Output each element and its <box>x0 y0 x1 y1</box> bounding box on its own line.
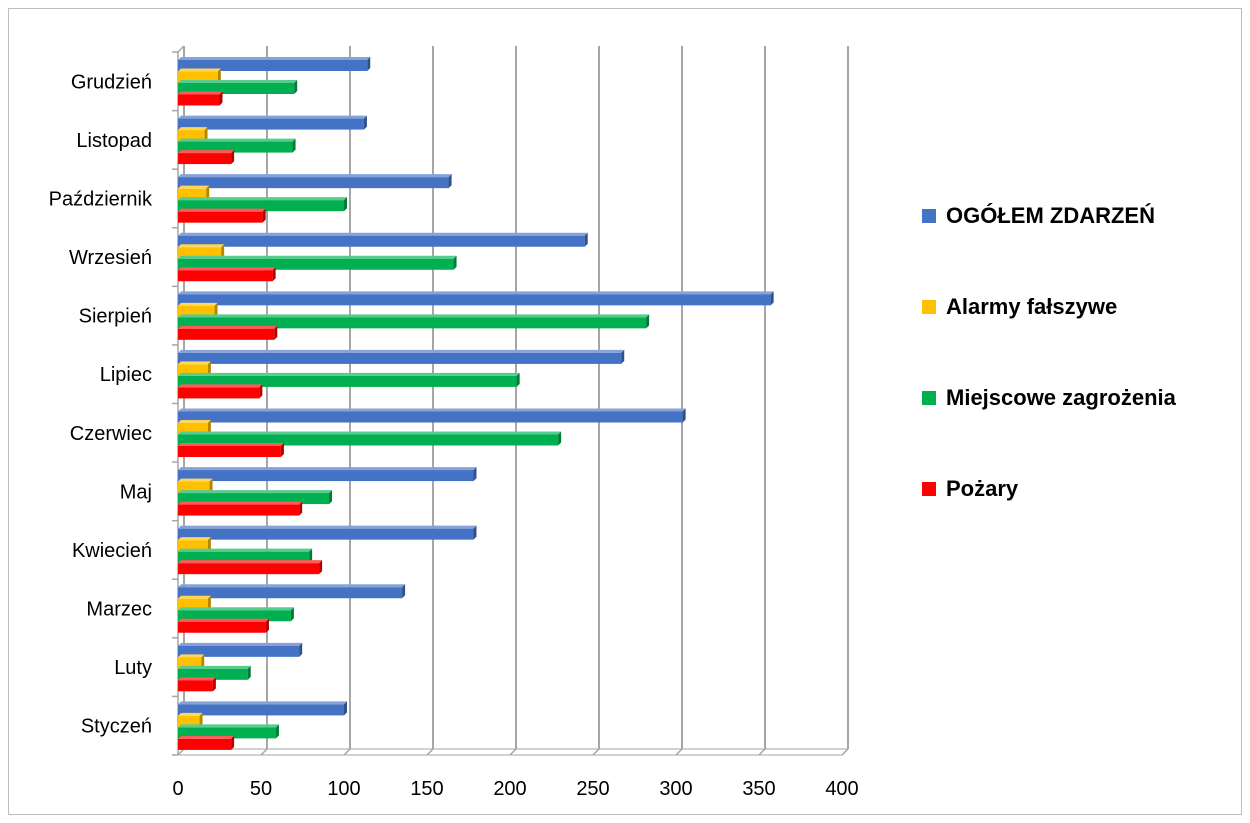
gridline-base <box>261 749 267 755</box>
category-label: Październik <box>49 188 153 210</box>
category-label: Styczeń <box>81 716 152 738</box>
bar <box>178 409 686 423</box>
legend-label: OGÓŁEM ZDARZEŃ <box>946 203 1155 229</box>
category-label: Sierpień <box>79 306 152 328</box>
legend: OGÓŁEM ZDARZEŃ Alarmy fałszywe Miejscowe… <box>922 200 1242 564</box>
category-label: Listopad <box>76 130 152 152</box>
bar <box>178 267 276 281</box>
bar <box>178 350 624 364</box>
bar <box>178 92 223 106</box>
gridline-base <box>676 749 682 755</box>
legend-item: Pożary <box>922 473 1242 505</box>
x-tick-label: 350 <box>742 778 775 800</box>
legend-item: Alarmy fałszywe <box>922 291 1242 323</box>
category-label: Marzec <box>86 599 152 621</box>
bar <box>178 209 266 223</box>
x-tick-label: 200 <box>493 778 526 800</box>
bar <box>178 619 269 633</box>
gridline-base <box>842 749 848 755</box>
legend-swatch <box>922 482 936 496</box>
legend-swatch <box>922 300 936 314</box>
legend-swatch <box>922 391 936 405</box>
category-label: Maj <box>120 481 152 503</box>
bar <box>178 467 476 481</box>
bar <box>178 502 302 516</box>
category-label: Luty <box>114 657 152 679</box>
legend-item: OGÓŁEM ZDARZEŃ <box>922 200 1242 232</box>
gridline-base <box>593 749 599 755</box>
x-tick-label: 300 <box>659 778 692 800</box>
bar <box>178 560 322 574</box>
category-label: Grudzień <box>71 71 152 93</box>
bar <box>178 291 774 305</box>
bar <box>178 174 452 188</box>
gridline-base <box>427 749 433 755</box>
bar <box>178 150 234 164</box>
bar <box>178 677 216 691</box>
x-tick-label: 100 <box>327 778 360 800</box>
x-tick-labels: 0 50 100 150 200 250 300 350 400 <box>172 778 858 800</box>
x-tick-label: 150 <box>410 778 443 800</box>
legend-item: Miejscowe zagrożenia <box>922 382 1242 414</box>
category-labels: Styczeń Luty Marzec Kwiecień Maj Czerwiec Lipi… <box>49 71 153 737</box>
x-tick-label: 0 <box>172 778 183 800</box>
x-tick-label: 250 <box>576 778 609 800</box>
x-tick-label: 400 <box>825 778 858 800</box>
legend-label: Pożary <box>946 476 1018 502</box>
category-label: Lipiec <box>100 364 152 386</box>
bar <box>178 326 277 340</box>
legend-label: Miejscowe zagrożenia <box>946 385 1176 411</box>
legend-swatch <box>922 209 936 223</box>
x-tick-label: 50 <box>250 778 272 800</box>
bar <box>178 736 234 750</box>
bar <box>178 701 347 715</box>
bar <box>178 384 262 398</box>
bar <box>178 526 476 540</box>
gridline-base <box>344 749 350 755</box>
category-label: Wrzesień <box>69 247 152 269</box>
bar <box>178 443 284 457</box>
category-label: Kwiecień <box>72 540 152 562</box>
legend-label: Alarmy fałszywe <box>946 294 1117 320</box>
gridline-base <box>510 749 516 755</box>
bar <box>178 233 588 247</box>
bar <box>178 584 405 598</box>
gridline-base <box>759 749 765 755</box>
category-label: Czerwiec <box>70 423 152 445</box>
